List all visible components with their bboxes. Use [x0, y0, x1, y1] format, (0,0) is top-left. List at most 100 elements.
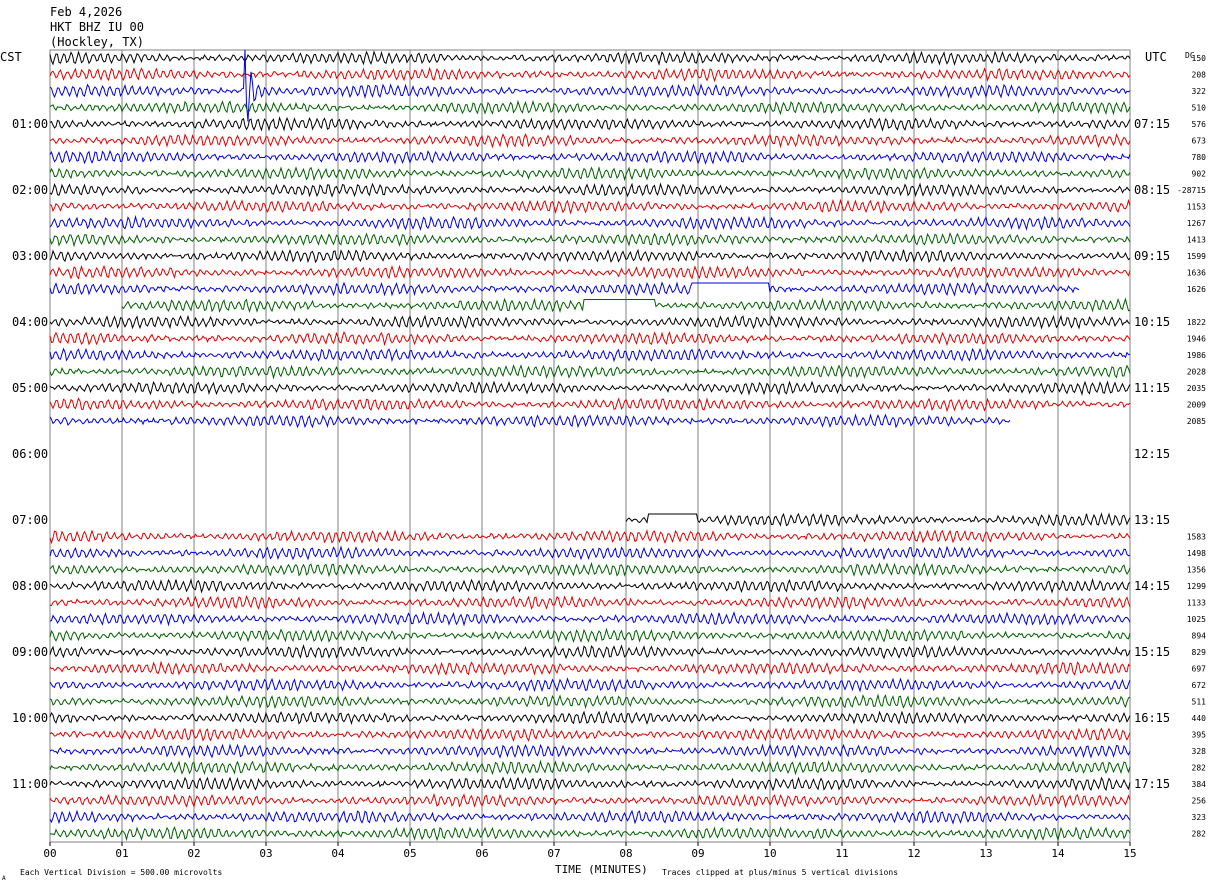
seismic-trace-line [49, 825, 1131, 842]
dc-offset-label: 282 [1192, 764, 1207, 773]
seismic-trace-line [49, 380, 1131, 396]
seismic-trace-line [49, 710, 1131, 726]
plot-frame [49, 49, 1131, 843]
header-station: HKT BHZ IU 00 [50, 20, 144, 34]
cst-hour-label: 01:00 [12, 117, 48, 131]
dc-offset-label: 902 [1192, 170, 1207, 179]
utc-hour-label: 12:15 [1134, 447, 1170, 461]
x-tick-label: 01 [115, 847, 128, 860]
x-tick-label: 02 [187, 847, 200, 860]
dc-offset-label: 1583 [1187, 533, 1206, 542]
dc-offset-label: 511 [1192, 698, 1207, 707]
dc-offset-label: 384 [1192, 780, 1207, 789]
corner-mark: A [2, 875, 6, 882]
dc-offset-label: 1413 [1187, 236, 1206, 245]
utc-hour-label: 13:15 [1134, 513, 1170, 527]
dc-offset-label: 1299 [1187, 582, 1206, 591]
cst-hour-label: 11:00 [12, 777, 48, 791]
axis-labels: 00 01 02 03 04 05 06 07 08 09 10 11 12 13 14 15 01:00 02:… [12, 54, 1206, 860]
utc-hour-label: 09:15 [1134, 249, 1170, 263]
seismic-trace-line [49, 727, 1131, 743]
dc-offset-label: 576 [1192, 120, 1207, 129]
cst-hour-label: 03:00 [12, 249, 48, 263]
dc-offset-label: 1267 [1187, 219, 1206, 228]
seismic-trace-line [49, 49, 1131, 122]
dc-offset-label: 894 [1192, 632, 1207, 641]
seismic-trace-line [49, 182, 1131, 198]
dc-offset-label: 672 [1192, 681, 1207, 690]
dc-offset-label: 2085 [1187, 417, 1206, 426]
x-tick-label: 10 [763, 847, 776, 860]
seismic-trace-line [49, 595, 1131, 611]
seismic-trace-line [49, 248, 1131, 264]
dc-offset-label: 697 [1192, 665, 1207, 674]
traces [49, 49, 1131, 842]
dc-offset-label: 1822 [1187, 318, 1206, 327]
dc-offset-label: 673 [1192, 137, 1207, 146]
x-tick-label: 07 [547, 847, 560, 860]
x-tick-label: 00 [43, 847, 56, 860]
utc-hour-label: 08:15 [1134, 183, 1170, 197]
x-tick-label: 04 [331, 847, 345, 860]
x-tick-label: 06 [475, 847, 488, 860]
dc-offset-label: 2035 [1187, 384, 1206, 393]
seismic-trace-line [49, 529, 1131, 545]
dc-offset-label: 150 [1192, 54, 1207, 63]
seismic-trace-line [49, 214, 1131, 231]
seismic-trace-line [49, 232, 1131, 248]
dc-offset-label: 510 [1192, 104, 1207, 113]
dc-offset-label: 780 [1192, 153, 1207, 162]
dc-offset-label: 1599 [1187, 252, 1206, 261]
cst-hour-label: 07:00 [12, 513, 48, 527]
seismic-trace-line [625, 512, 1131, 528]
seismic-trace-line [49, 66, 1131, 83]
seismic-trace-line [49, 643, 1131, 660]
x-tick-label: 09 [691, 847, 704, 860]
clip-note: Traces clipped at plus/minus 5 vertical … [662, 868, 898, 877]
dc-label: DC [1185, 51, 1195, 60]
seismic-trace-line [50, 415, 1130, 427]
cst-hour-label: 05:00 [12, 381, 48, 395]
dc-offset-label: 323 [1192, 813, 1207, 822]
dc-offset-label: 322 [1192, 87, 1207, 96]
seismic-trace-line [49, 809, 1131, 825]
seismic-trace-line [49, 133, 1131, 149]
seismic-trace-line [50, 283, 1130, 295]
seismic-trace-line [49, 545, 1131, 561]
seismic-trace-line [49, 627, 1131, 643]
dc-offset-label: 2009 [1187, 401, 1206, 410]
seismic-trace-line [49, 660, 1131, 676]
dc-offset-label: 1133 [1187, 599, 1206, 608]
dc-offset-label: 1946 [1187, 335, 1206, 344]
scale-note: Each Vertical Division = 500.00 microvol… [20, 868, 222, 877]
dc-offset-label: 440 [1192, 714, 1207, 723]
seismic-trace-line [49, 693, 1131, 710]
cst-hour-label: 04:00 [12, 315, 48, 329]
dc-offset-label: 328 [1192, 747, 1207, 756]
x-tick-label: 05 [403, 847, 416, 860]
seismic-trace-line [49, 314, 1131, 330]
utc-hour-label: 17:15 [1134, 777, 1170, 791]
cst-hour-label: 08:00 [12, 579, 48, 593]
header-date: Feb 4,2026 [50, 5, 122, 19]
seismic-trace-line [49, 577, 1131, 594]
left-axis-label: CST [0, 50, 22, 64]
dc-offset-label: 829 [1192, 648, 1207, 657]
dc-offset-label: 395 [1192, 731, 1207, 740]
seismic-trace-line [49, 116, 1131, 132]
seismic-trace-line [49, 165, 1131, 182]
x-axis-title: TIME (MINUTES) [555, 863, 648, 876]
seismic-trace-line [49, 677, 1131, 693]
cst-hour-label: 09:00 [12, 645, 48, 659]
cst-hour-label: 06:00 [12, 447, 48, 461]
seismic-trace-line [49, 330, 1131, 347]
utc-hour-label: 11:15 [1134, 381, 1170, 395]
dc-offset-label: 1986 [1187, 351, 1206, 360]
dc-offset-label: 1025 [1187, 615, 1206, 624]
utc-hour-label: 07:15 [1134, 117, 1170, 131]
right-axis-label: UTC [1145, 50, 1167, 64]
utc-hour-label: 15:15 [1134, 645, 1170, 659]
header-location: (Hockley, TX) [50, 35, 144, 49]
seismic-trace-line [49, 759, 1131, 776]
